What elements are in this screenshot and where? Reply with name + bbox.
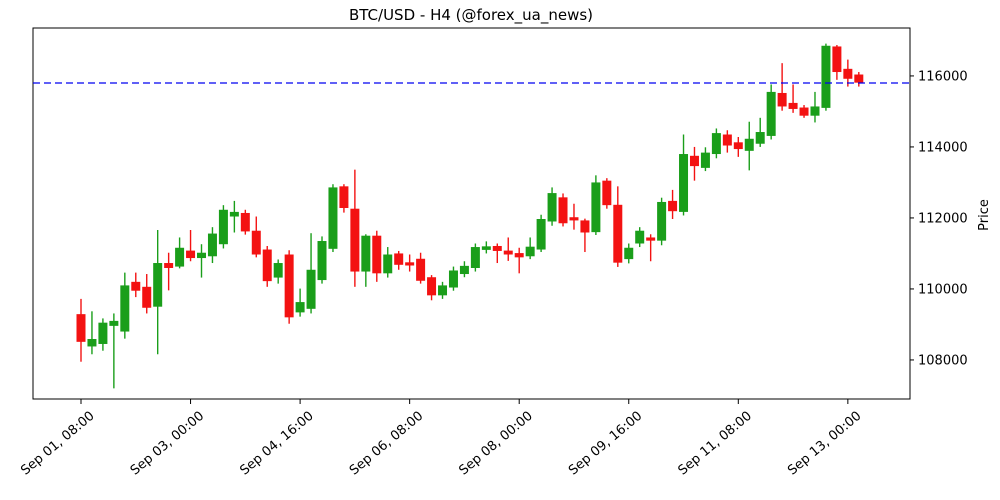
candle-body-up	[744, 138, 754, 151]
candle-body-up	[328, 187, 338, 249]
y-tick-label: 116000	[918, 69, 968, 84]
y-tick-label: 110000	[918, 282, 968, 297]
candle-body-up	[821, 45, 831, 108]
candle-body-down	[405, 262, 415, 266]
chart-title: BTC/USD - H4 (@forex_ua_news)	[349, 6, 593, 25]
candle-body-down	[777, 92, 787, 107]
candle-body-down	[251, 230, 261, 255]
candle-body-down	[350, 208, 360, 272]
candle-body-up	[120, 285, 130, 332]
candle-body-up	[197, 252, 207, 259]
candle-body-up	[153, 263, 163, 307]
candle-body-up	[591, 182, 601, 233]
candle-body-down	[580, 220, 590, 233]
candle-body-up	[635, 230, 645, 244]
candle-body-down	[76, 314, 86, 342]
candle-body-up	[536, 219, 546, 250]
candle-body-down	[843, 68, 853, 79]
candle-body-up	[306, 269, 316, 309]
candle-body-down	[394, 253, 404, 265]
candle-body-up	[624, 247, 634, 260]
candle-body-up	[98, 322, 108, 344]
candle-body-up	[317, 241, 327, 281]
candle-body-down	[186, 250, 196, 259]
candle-body-down	[854, 74, 864, 83]
x-tick-label: Sep 09, 16:00	[566, 409, 645, 479]
candle-body-down	[832, 46, 842, 73]
candle-body-up	[810, 106, 820, 116]
candle-body-down	[339, 186, 349, 208]
candle-body-up	[525, 246, 535, 257]
x-tick-label: Sep 11, 08:00	[676, 409, 755, 479]
candle-body-down	[492, 245, 502, 251]
candle-body-up	[229, 211, 239, 217]
candle-body-down	[503, 250, 513, 255]
x-tick-label: Sep 01, 08:00	[18, 409, 97, 479]
candle-body-down	[131, 281, 141, 291]
candle-body-up	[547, 193, 557, 222]
y-tick-label: 112000	[918, 211, 968, 226]
candle-body-up	[481, 246, 491, 250]
candle-body-down	[613, 204, 623, 263]
candle-body-up	[383, 254, 393, 274]
candle-body-up	[755, 132, 765, 144]
candle-body-up	[448, 270, 458, 288]
candle-body-up	[766, 91, 776, 136]
candle-body-down	[668, 200, 678, 212]
plot-area: 108000 110000 112000 114000 116000 Sep 01, 08…	[18, 27, 968, 479]
candle-body-down	[602, 180, 612, 206]
candle-body-down	[240, 212, 250, 232]
candle-body-up	[361, 235, 371, 272]
candle-body-up	[87, 339, 97, 347]
candle-body-up	[657, 201, 667, 241]
x-tick-label: Sep 13, 00:00	[785, 409, 864, 479]
y-tick-label: 114000	[918, 140, 968, 155]
y-tick-label: 108000	[918, 353, 968, 368]
candle-body-down	[164, 263, 174, 268]
candle-body-down	[799, 107, 809, 116]
candle-body-down	[788, 102, 798, 109]
candle-body-down	[142, 286, 152, 308]
candle-body-down	[284, 254, 294, 318]
candle-body-up	[700, 152, 710, 168]
candle-body-up	[295, 302, 305, 313]
candle-body-up	[711, 133, 721, 155]
x-tick-label: Sep 06, 08:00	[347, 409, 426, 479]
candle-body-up	[679, 154, 689, 212]
candle-body-up	[218, 209, 228, 245]
candle-body-down	[646, 237, 656, 241]
plot-border	[32, 27, 911, 400]
candle-body-down	[416, 258, 426, 281]
y-axis-label: Price	[977, 199, 992, 231]
candle-body-up	[207, 233, 217, 257]
candle-body-up	[459, 265, 469, 275]
candle-body-down	[722, 134, 732, 146]
candle-body-down	[733, 142, 743, 150]
candle-body-down	[262, 249, 272, 282]
x-tick-label: Sep 08, 00:00	[456, 409, 535, 479]
candle-body-down	[569, 217, 579, 221]
candle-body-up	[470, 247, 480, 268]
candle-body-up	[109, 320, 119, 326]
candle-body-down	[689, 155, 699, 167]
candle-body-down	[372, 235, 382, 274]
candle-body-down	[558, 197, 568, 224]
x-tick-label: Sep 04, 16:00	[237, 409, 316, 479]
candle-body-down	[427, 277, 437, 296]
candle-body-down	[514, 253, 524, 258]
candle-body-up	[438, 285, 448, 296]
candle-body-up	[175, 247, 185, 267]
candle-body-up	[273, 263, 283, 278]
x-tick-label: Sep 03, 00:00	[128, 409, 207, 479]
